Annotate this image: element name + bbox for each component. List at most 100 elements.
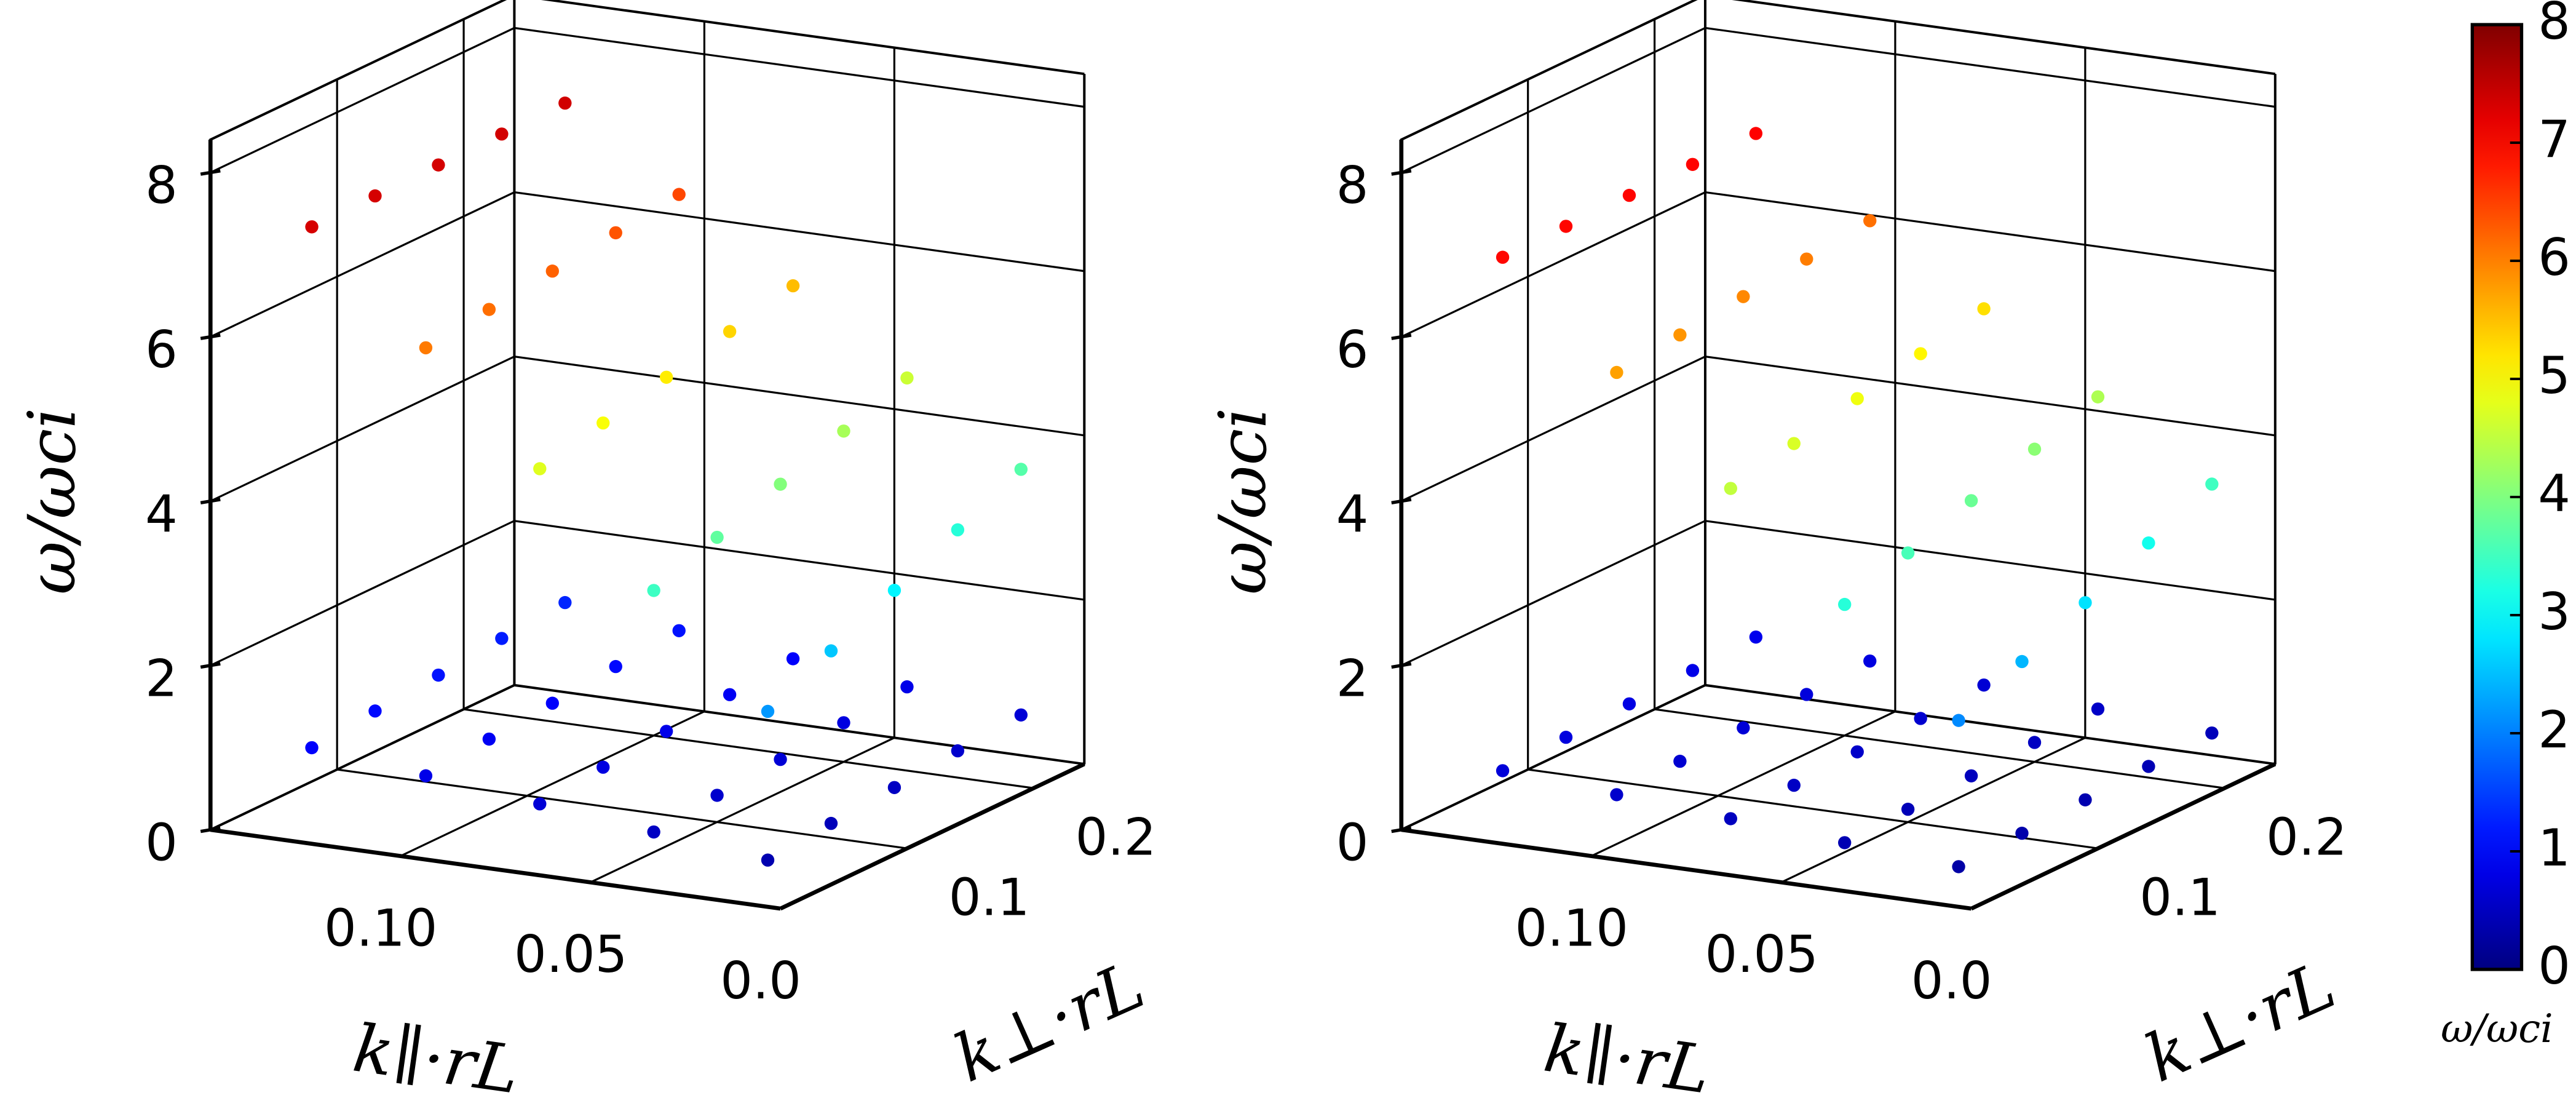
z-tick	[200, 498, 221, 504]
point	[609, 659, 622, 674]
z-tick-label: 2	[145, 648, 178, 708]
z-tick	[1391, 333, 1412, 340]
pane-edge	[210, 683, 1085, 831]
point	[1964, 769, 1978, 782]
point	[305, 741, 319, 755]
point	[495, 632, 509, 645]
point	[2079, 793, 2092, 806]
point	[710, 789, 724, 802]
point	[647, 825, 660, 839]
point	[1787, 778, 1801, 792]
z-tick-label: 4	[1336, 484, 1369, 544]
point	[1901, 802, 1915, 816]
point	[558, 595, 572, 610]
point	[1901, 546, 1915, 560]
y-axis-label: k⊥·rL	[944, 947, 1155, 1097]
z-tick	[1391, 826, 1412, 834]
point	[774, 752, 787, 766]
grid-line	[1401, 355, 2276, 503]
point	[1496, 764, 1510, 778]
point	[723, 325, 737, 338]
colorbar-tick-label: 6	[2538, 228, 2570, 287]
z-tick-label: 6	[145, 320, 178, 380]
y-tick-label: 0.1	[949, 868, 1030, 928]
point	[1914, 347, 1927, 360]
y-tick-label: 0.1	[2139, 868, 2221, 928]
grid-line	[210, 520, 1085, 667]
point	[824, 816, 838, 830]
grid-line	[336, 79, 908, 849]
z-tick	[200, 333, 221, 340]
point	[951, 744, 965, 758]
point	[482, 303, 496, 316]
colorbar-tick-label: 3	[2538, 582, 2570, 642]
point	[2027, 736, 2042, 749]
point	[761, 853, 775, 867]
z-tick-label: 0	[1336, 813, 1369, 873]
point	[723, 688, 737, 701]
point	[1749, 630, 1763, 644]
point	[1749, 127, 1763, 140]
point	[2015, 654, 2029, 669]
point	[1014, 708, 1028, 722]
point	[887, 781, 902, 794]
point	[596, 416, 610, 430]
point	[672, 624, 686, 637]
point	[596, 760, 610, 774]
grid-line	[400, 21, 705, 857]
point	[1800, 688, 1813, 701]
point	[1686, 664, 1700, 677]
point	[1850, 745, 1864, 758]
point	[1559, 730, 1573, 744]
point	[1952, 714, 1965, 727]
grid-line	[1401, 684, 2276, 831]
pane-edge	[1400, 0, 2276, 830]
z-tick	[1391, 662, 1412, 669]
point	[1838, 836, 1852, 849]
pane-edge	[1400, 683, 2276, 831]
colorbar-tick-label: 7	[2538, 109, 2570, 169]
point	[1622, 188, 1636, 202]
z-tick-label: 8	[1336, 156, 1369, 215]
point	[368, 189, 382, 203]
point	[786, 279, 800, 293]
point	[1977, 302, 1991, 316]
z-tick-label: 4	[145, 484, 178, 544]
grid-line	[590, 47, 895, 883]
x-tick-label: 0.05	[514, 925, 627, 984]
point	[761, 704, 775, 718]
point	[1737, 721, 1750, 734]
colorbar-tick-label: 8	[2538, 0, 2570, 51]
point	[774, 477, 787, 491]
point	[2142, 760, 2155, 773]
x-axis-line	[210, 827, 781, 911]
point	[2015, 826, 2029, 840]
z-axis-label: ω/ωci	[15, 408, 91, 595]
point	[887, 584, 902, 597]
point	[545, 265, 559, 278]
colorbar-tick-label: 5	[2538, 346, 2570, 405]
grid-line	[210, 26, 1085, 173]
z-axis-label: ω/ωci	[1205, 408, 1282, 595]
point	[368, 704, 382, 718]
point	[495, 127, 509, 141]
point	[609, 226, 622, 240]
z-tick	[1391, 169, 1412, 176]
point	[710, 530, 724, 544]
point	[419, 769, 433, 782]
point	[837, 424, 850, 438]
colorbar-tick-label: 1	[2538, 818, 2570, 878]
z-tick	[200, 826, 221, 834]
grid-line	[1527, 79, 2098, 849]
point	[2091, 702, 2105, 716]
point	[2091, 390, 2105, 404]
point	[1673, 754, 1687, 768]
y-tick-label: 0.2	[2266, 808, 2347, 867]
grid-line	[780, 74, 1085, 910]
point	[672, 188, 686, 201]
grid-line	[1401, 26, 2276, 173]
x-tick-label: 0.0	[1911, 951, 1992, 1011]
point	[1914, 712, 1927, 725]
